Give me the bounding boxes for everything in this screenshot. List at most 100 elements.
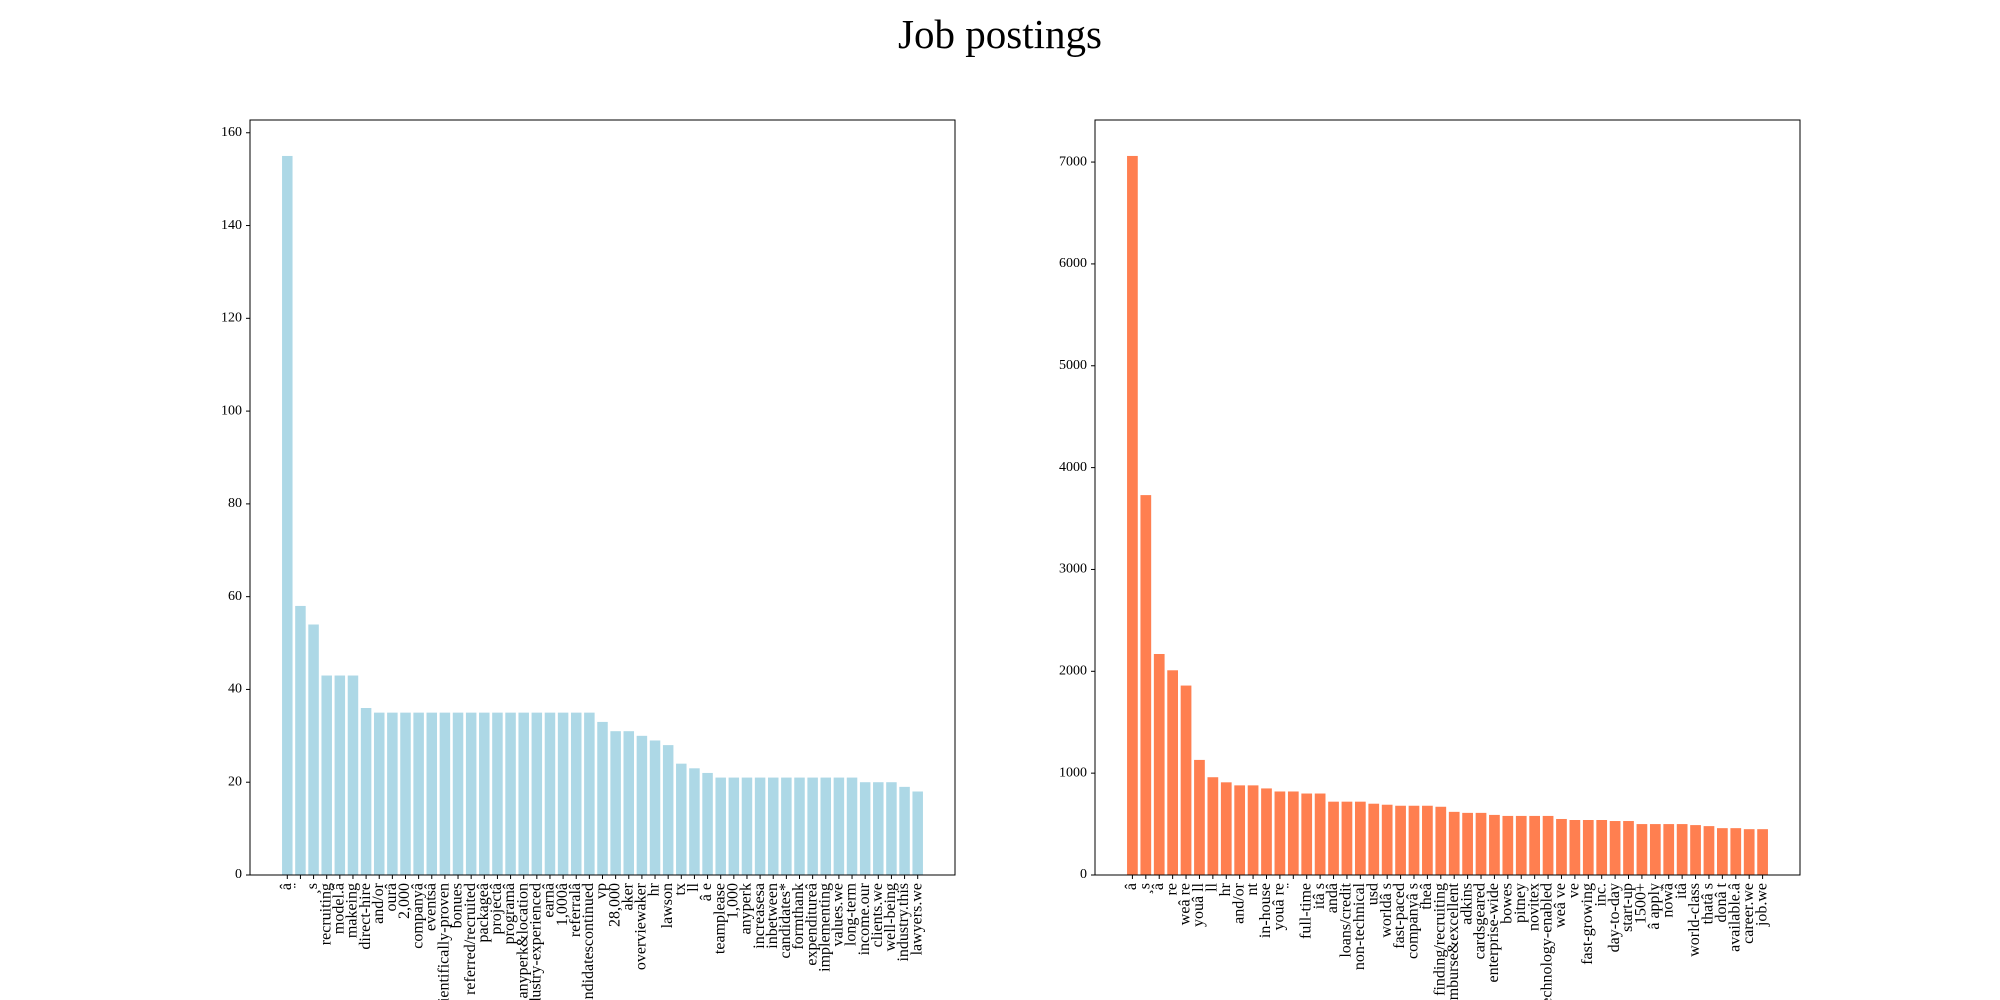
x-tick-label: novitex [1525, 883, 1542, 931]
y-tick-label: 7000 [1059, 154, 1087, 169]
x-tick-label: lawson [659, 883, 676, 928]
x-tick-label: 2,000 [396, 883, 413, 919]
bar [1167, 670, 1178, 875]
y-tick-label: 0 [235, 867, 242, 882]
bar [334, 675, 346, 875]
bar [1757, 829, 1768, 875]
x-tick-label: 1500+ [1633, 883, 1650, 924]
bar [387, 712, 398, 875]
bar [1542, 815, 1554, 875]
bar [439, 712, 451, 875]
x-tick-label: ll [685, 882, 702, 891]
bar [400, 712, 411, 875]
bar [676, 763, 687, 875]
x-tick-label: companyâ s [1405, 883, 1422, 959]
bar [1127, 155, 1138, 875]
y-tick-label: 2000 [1059, 664, 1087, 679]
x-tick-label: clients.we [869, 883, 886, 947]
x-tick-label: industry-experienced [528, 883, 545, 1000]
x-tick-label: ve [1566, 883, 1583, 898]
x-tick-label: model.â [331, 883, 348, 934]
y-tick-label: 140 [221, 218, 242, 233]
bar [1489, 814, 1500, 875]
x-tick-label: â [1150, 883, 1167, 890]
x-tick-label: companyâ [409, 883, 426, 949]
x-tick-label: re [1163, 883, 1180, 895]
y-tick-label: 60 [228, 589, 242, 604]
x-tick-label: anyperk&location [514, 883, 531, 999]
x-tick-label: fast-paced [1391, 883, 1408, 949]
x-tick-label: and/or [370, 882, 387, 924]
bar [1703, 826, 1715, 875]
x-tick-label: well-being [882, 883, 899, 951]
bar [479, 712, 490, 875]
y-tick-label: 5000 [1059, 358, 1087, 373]
bar [899, 786, 910, 875]
x-tick-label: scientifically-proven [436, 883, 453, 1000]
bar [610, 731, 621, 875]
x-tick-label: inbetween [764, 883, 781, 949]
bar [518, 712, 529, 875]
bar [1676, 824, 1688, 875]
x-tick-label: andâ [1324, 883, 1341, 913]
bar [1301, 793, 1313, 875]
bar [1569, 820, 1581, 875]
x-tick-label: and/or [1230, 882, 1247, 924]
x-tick-label: referred/recruited [462, 883, 479, 995]
x-tick-label: world-class [1686, 883, 1703, 957]
bar [1314, 793, 1326, 875]
bar [1261, 788, 1272, 875]
y-tick-label: 20 [228, 774, 242, 789]
bar [544, 712, 556, 875]
x-tick-label: expenditureâ [803, 883, 820, 966]
x-tick-label: 1,000 [725, 883, 742, 919]
bar [557, 712, 569, 875]
bar [754, 777, 766, 875]
bar [1596, 820, 1608, 875]
bar [1247, 785, 1259, 875]
bar [597, 721, 608, 875]
bar [1274, 791, 1286, 875]
bar [649, 740, 661, 875]
y-tick-label: 1000 [1059, 765, 1087, 780]
x-tick-label: reimburse&excellent [1445, 882, 1462, 1000]
bar [584, 712, 595, 875]
bar [452, 712, 464, 875]
bar [282, 155, 293, 875]
x-tick-label: non-technical [1351, 882, 1368, 970]
x-tick-label: ll [1204, 882, 1221, 891]
x-tick-label: bowes [1499, 883, 1516, 924]
x-tick-label: youâ ll [1190, 882, 1207, 927]
bar [373, 712, 385, 875]
x-tick-label: eventsâ [422, 883, 439, 931]
x-tick-label: theâ [1418, 883, 1435, 910]
x-tick-label: â e [698, 883, 715, 901]
bar [886, 782, 897, 875]
x-tick-label: itâ s [1311, 883, 1328, 909]
bar [1717, 828, 1728, 875]
bar [846, 777, 858, 875]
x-tick-label: day-to-day [1606, 883, 1623, 952]
x-tick-label: technology-enabled [1539, 883, 1556, 1000]
bar [308, 624, 319, 875]
bar [1194, 759, 1205, 875]
x-tick-label: ¨ [1284, 883, 1301, 888]
y-tick-label: 80 [228, 496, 242, 511]
x-tick-label: ¨ [291, 883, 308, 888]
figure-title: Job postings [898, 11, 1102, 57]
x-tick-label: industry.this [895, 883, 912, 962]
x-tick-label: nowâ [1659, 883, 1676, 918]
y-tick-label: 6000 [1059, 256, 1087, 271]
x-tick-label: adkins [1458, 883, 1475, 925]
bar [623, 731, 635, 875]
bar [1368, 803, 1380, 875]
x-tick-label: ourâ [383, 883, 400, 911]
x-tick-label: overviewaker [633, 882, 650, 970]
x-tick-label: career.we [1740, 883, 1757, 944]
bar [360, 707, 372, 875]
x-tick-label: youâ re [1271, 883, 1288, 931]
bar [1582, 820, 1594, 875]
bar [728, 777, 740, 875]
x-tick-label: finding/recruiting [1431, 883, 1448, 996]
